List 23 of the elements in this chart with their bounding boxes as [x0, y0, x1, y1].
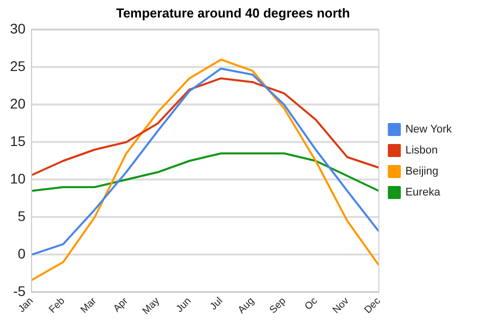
y-tick-label: 20: [10, 95, 26, 112]
x-tick-label: Dec: [362, 296, 383, 316]
x-tick-label: Feb: [47, 295, 68, 316]
legend-label: Lisbon: [405, 144, 438, 157]
y-tick-label: 25: [10, 58, 26, 74]
legend-label: New York: [405, 124, 452, 136]
y-tick-label: 10: [10, 170, 26, 186]
x-tick-label: Aug: [236, 296, 257, 316]
x-tick-label: Sep: [268, 295, 288, 316]
y-tick-label: 30: [10, 20, 26, 36]
y-tick-label: 15: [10, 132, 26, 149]
x-tick-label: Jun: [174, 296, 194, 315]
x-tick-label: Jul: [208, 296, 226, 313]
legend-label: Beijing: [405, 166, 438, 178]
x-tick-label: May: [140, 296, 162, 317]
x-tick-label: Oc: [302, 296, 320, 313]
y-tick-label: 5: [18, 208, 26, 224]
x-tick-label: Mar: [78, 295, 100, 316]
chart-title: Temperature around 40 degrees north: [116, 5, 350, 20]
x-tick-label: Nov: [330, 296, 352, 316]
y-tick-label: 0: [18, 246, 26, 262]
legend-label: Eureka: [405, 186, 442, 199]
x-tick-label: Apr: [112, 295, 131, 314]
